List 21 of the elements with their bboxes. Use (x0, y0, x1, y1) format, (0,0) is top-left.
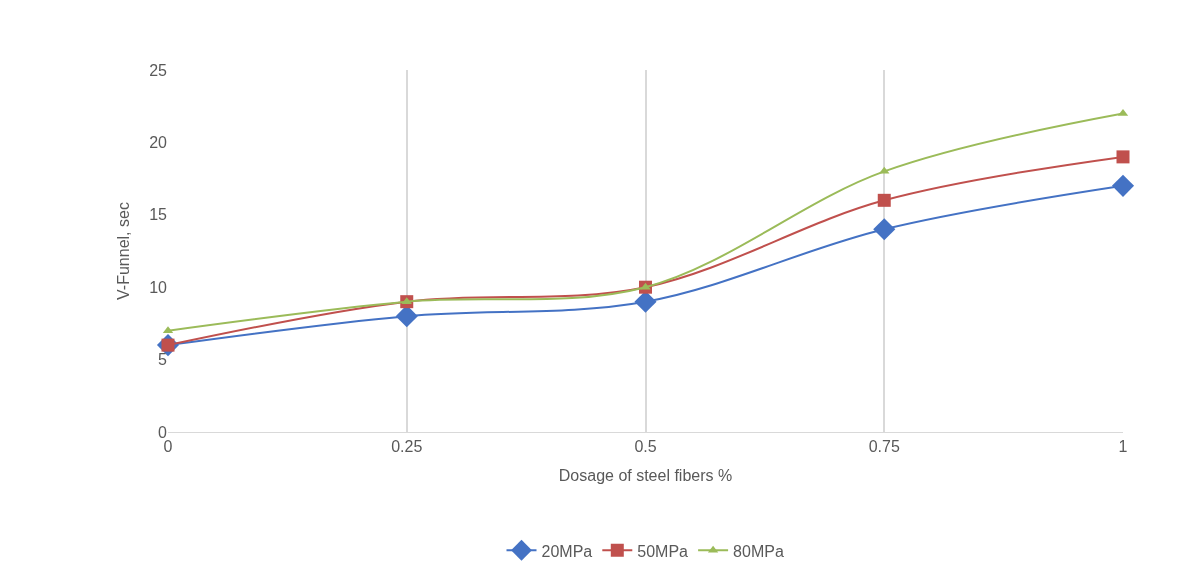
y-axis-title: V-Funnel, sec (115, 202, 133, 300)
point (879, 166, 890, 174)
point (395, 305, 418, 328)
y-tick-label: 15 (149, 206, 168, 224)
y-tick-label: 0 (158, 423, 168, 441)
legend-label: 20MPa (541, 542, 593, 560)
legend-label: 80MPa (733, 542, 784, 560)
x-tick-label: 0.75 (868, 438, 900, 456)
point (1116, 150, 1130, 164)
y-tick-label: 20 (149, 134, 168, 151)
x-tick-label: 0.5 (634, 438, 657, 456)
y-tick-label: 5 (158, 351, 168, 369)
y-tick-label: 10 (149, 278, 168, 296)
point (877, 193, 891, 207)
y-tick-label: 25 (149, 61, 168, 79)
point (873, 218, 896, 241)
x-tick-label: 0.25 (391, 438, 423, 456)
x-tick-label: 1 (1118, 438, 1128, 456)
x-axis-title: Dosage of steel fibers % (558, 466, 733, 484)
legend-label: 50MPa (637, 542, 689, 560)
point (1111, 174, 1135, 197)
